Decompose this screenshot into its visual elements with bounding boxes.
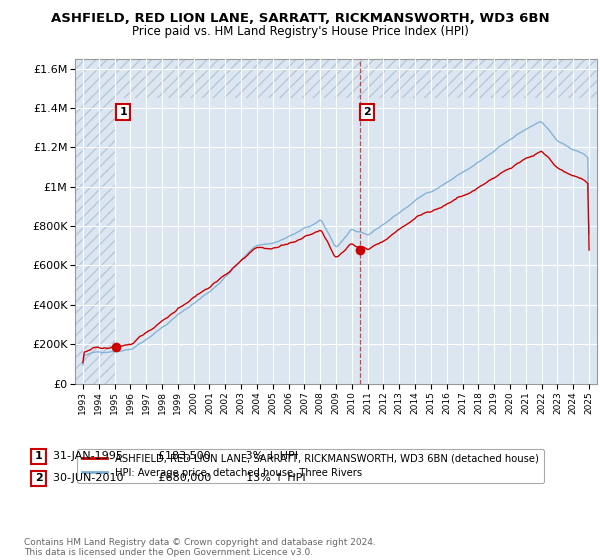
Legend: ASHFIELD, RED LION LANE, SARRATT, RICKMANSWORTH, WD3 6BN (detached house), HPI: : ASHFIELD, RED LION LANE, SARRATT, RICKMA… [77,449,544,483]
Text: 1: 1 [119,107,127,117]
Text: 31-JAN-1995          £183,500          3% ↓ HPI: 31-JAN-1995 £183,500 3% ↓ HPI [53,451,298,461]
Text: 1: 1 [35,451,43,461]
Text: Contains HM Land Registry data © Crown copyright and database right 2024.
This d: Contains HM Land Registry data © Crown c… [24,538,376,557]
FancyBboxPatch shape [31,449,46,464]
FancyBboxPatch shape [31,470,46,486]
Text: Price paid vs. HM Land Registry's House Price Index (HPI): Price paid vs. HM Land Registry's House … [131,25,469,38]
Text: ASHFIELD, RED LION LANE, SARRATT, RICKMANSWORTH, WD3 6BN: ASHFIELD, RED LION LANE, SARRATT, RICKMA… [50,12,550,25]
Text: 30-JUN-2010          £680,000          13% ↑ HPI: 30-JUN-2010 £680,000 13% ↑ HPI [53,473,305,483]
Text: 2: 2 [363,107,371,117]
Text: 2: 2 [35,473,43,483]
